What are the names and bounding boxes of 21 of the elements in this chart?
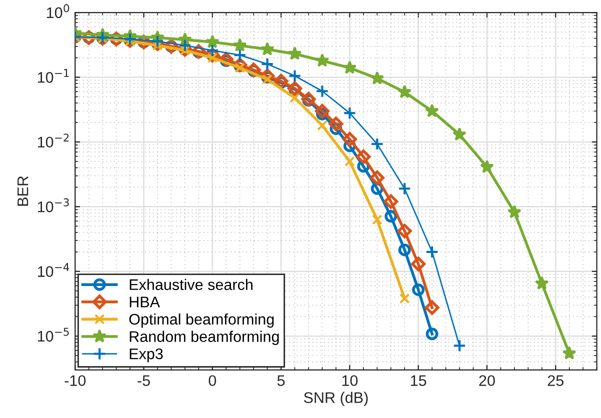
legend-label: Random beamforming bbox=[130, 330, 279, 345]
y-tick-label: 10$^{−1}$ bbox=[38, 69, 69, 83]
y-tick-label: 10$^{−5}$ bbox=[38, 328, 69, 342]
y-tick-label: 10$^{0}$ bbox=[46, 4, 70, 18]
x-tick-label: -10 bbox=[64, 375, 86, 386]
x-tick-label: 10 bbox=[342, 375, 358, 386]
x-tick-label: 15 bbox=[410, 375, 426, 386]
x-tick-label: 25 bbox=[548, 375, 564, 386]
legend-label: Optimal beamforming bbox=[129, 313, 274, 328]
x-tick-label: 0 bbox=[208, 375, 216, 386]
x-axis-title: SNR (dB) bbox=[304, 392, 368, 406]
y-axis-title: BER bbox=[18, 176, 28, 206]
x-tick-label: 20 bbox=[479, 375, 495, 386]
y-tick-label: 10$^{−3}$ bbox=[38, 198, 69, 212]
legend-label: Exp3 bbox=[130, 348, 163, 362]
x-tick-label: -5 bbox=[138, 375, 150, 386]
x-tick-label: 5 bbox=[277, 375, 285, 386]
legend-label: HBA bbox=[130, 296, 160, 308]
y-tick-label: 10$^{−2}$ bbox=[38, 134, 69, 148]
legend-label: Exhaustive search bbox=[130, 278, 252, 290]
y-tick-label: 10$^{−4}$ bbox=[38, 263, 70, 277]
